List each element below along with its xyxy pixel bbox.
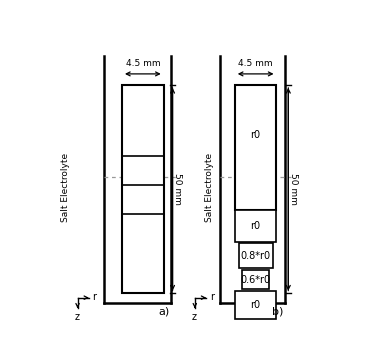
- Text: r: r: [210, 292, 214, 302]
- Bar: [242, 270, 269, 289]
- Text: 4.5 mm: 4.5 mm: [126, 59, 160, 68]
- Text: z: z: [74, 312, 79, 322]
- Bar: [235, 291, 277, 318]
- Text: Salt Electrolyte: Salt Electrolyte: [205, 153, 214, 222]
- Text: 50 mm: 50 mm: [289, 173, 298, 205]
- Text: Salt Electrolyte: Salt Electrolyte: [61, 153, 70, 222]
- Text: 4.5 mm: 4.5 mm: [238, 59, 273, 68]
- Text: r0: r0: [250, 221, 261, 231]
- Text: z: z: [192, 312, 196, 322]
- Bar: [235, 210, 277, 242]
- Bar: [235, 85, 277, 210]
- Bar: [239, 243, 273, 269]
- Text: r0: r0: [250, 300, 261, 310]
- Text: 0.6*r0: 0.6*r0: [241, 275, 271, 284]
- Text: r0: r0: [250, 130, 261, 140]
- Text: r: r: [92, 292, 97, 302]
- Bar: [122, 85, 164, 293]
- Text: 0.8*r0: 0.8*r0: [241, 251, 271, 261]
- Text: 50 mm: 50 mm: [173, 173, 182, 205]
- Text: b): b): [272, 306, 284, 316]
- Text: a): a): [158, 306, 170, 316]
